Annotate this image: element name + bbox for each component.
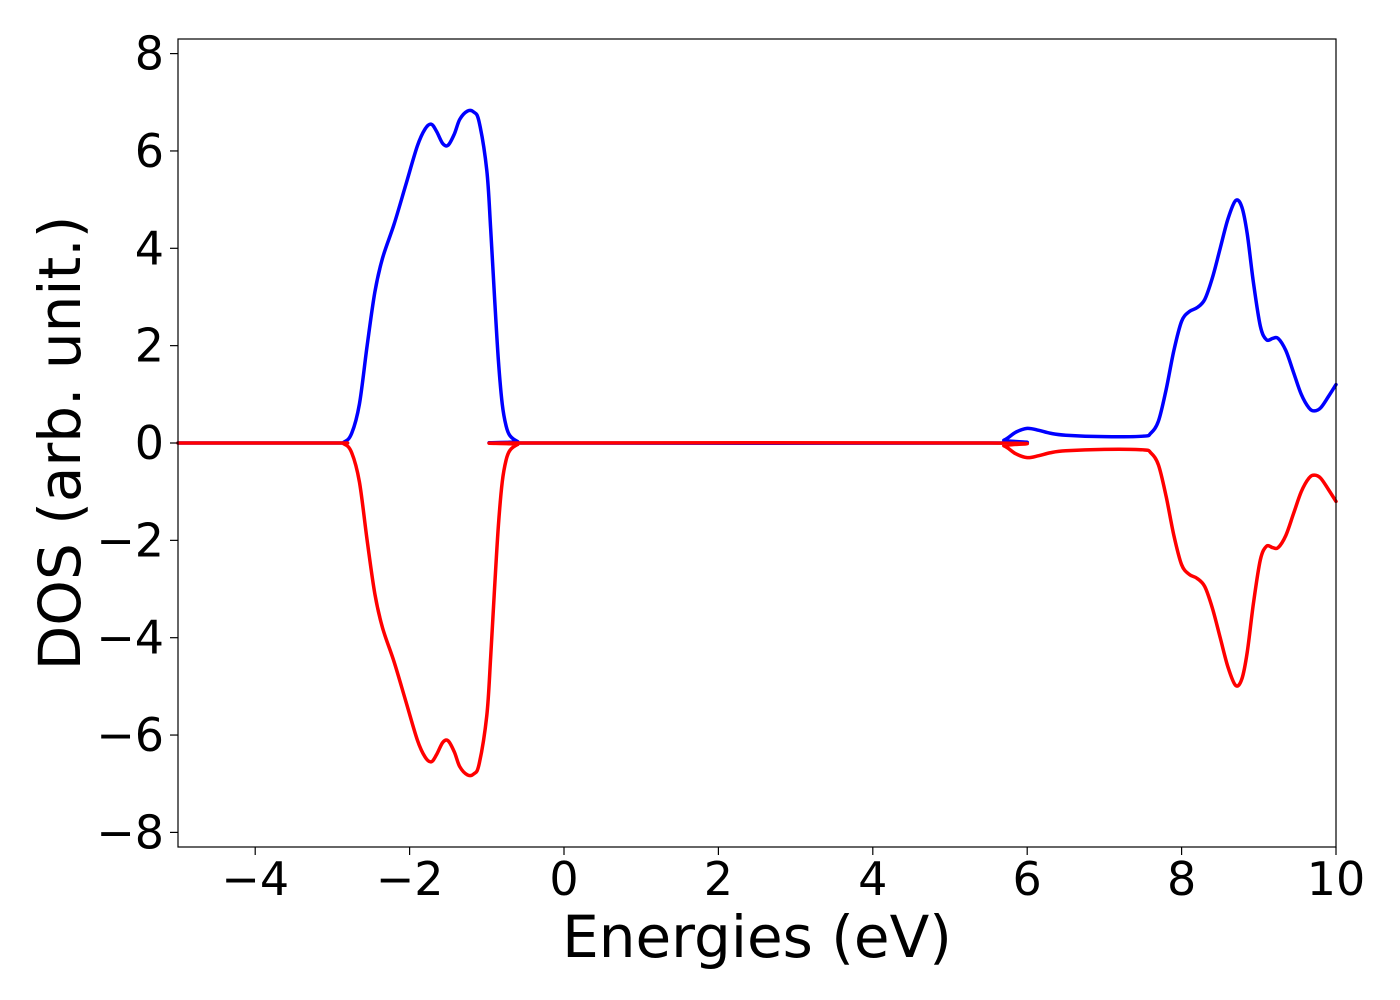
y-tick-label: 0: [135, 416, 164, 470]
series-layer: [176, 108, 1338, 778]
x-tick-label: 10: [1307, 852, 1366, 906]
y-tick-label: 2: [135, 319, 164, 373]
y-tick-label: −6: [96, 708, 164, 762]
y-tick-label: 4: [135, 221, 164, 275]
y-axis-title: DOS (arb. unit.): [26, 216, 94, 671]
x-tick-label: −4: [221, 852, 289, 906]
y-axis-ticks: 8 6 4 2 0 −2 −4 −6 −8: [96, 27, 178, 859]
x-axis-ticks: −4 −2 0 2 4 6 8 10: [221, 847, 1365, 906]
x-tick-label: 8: [1167, 852, 1196, 906]
x-tick-label: 6: [1013, 852, 1042, 906]
x-tick-label: 4: [858, 852, 887, 906]
y-tick-label: −4: [96, 611, 164, 665]
x-tick-label: 0: [549, 852, 578, 906]
x-tick-label: −2: [376, 852, 444, 906]
y-tick-label: 6: [135, 124, 164, 178]
x-tick-label: 2: [704, 852, 733, 906]
y-tick-label: −2: [96, 513, 164, 567]
x-axis-title: Energies (eV): [562, 903, 952, 971]
dos-series-line-1: [176, 108, 1338, 446]
dos-series-line-2: [176, 440, 1338, 778]
y-tick-label: −8: [96, 805, 164, 859]
y-tick-label: 8: [135, 27, 164, 81]
